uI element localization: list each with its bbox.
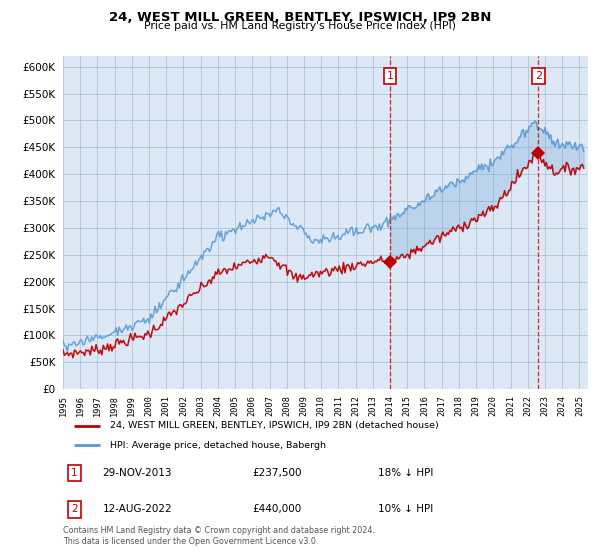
Text: 10% ↓ HPI: 10% ↓ HPI <box>378 505 433 515</box>
Text: 24, WEST MILL GREEN, BENTLEY, IPSWICH, IP9 2BN: 24, WEST MILL GREEN, BENTLEY, IPSWICH, I… <box>109 11 491 24</box>
Text: 12-AUG-2022: 12-AUG-2022 <box>103 505 172 515</box>
Text: Contains HM Land Registry data © Crown copyright and database right 2024.
This d: Contains HM Land Registry data © Crown c… <box>63 526 375 546</box>
Text: 1: 1 <box>386 71 394 81</box>
Text: £237,500: £237,500 <box>252 468 302 478</box>
Text: 29-NOV-2013: 29-NOV-2013 <box>103 468 172 478</box>
Text: 1: 1 <box>71 468 77 478</box>
Text: £440,000: £440,000 <box>252 505 301 515</box>
Text: HPI: Average price, detached house, Babergh: HPI: Average price, detached house, Babe… <box>110 441 326 450</box>
Text: Price paid vs. HM Land Registry's House Price Index (HPI): Price paid vs. HM Land Registry's House … <box>144 21 456 31</box>
Text: 2: 2 <box>535 71 542 81</box>
Text: 2: 2 <box>71 505 77 515</box>
Text: 18% ↓ HPI: 18% ↓ HPI <box>378 468 433 478</box>
Text: 24, WEST MILL GREEN, BENTLEY, IPSWICH, IP9 2BN (detached house): 24, WEST MILL GREEN, BENTLEY, IPSWICH, I… <box>110 421 439 430</box>
